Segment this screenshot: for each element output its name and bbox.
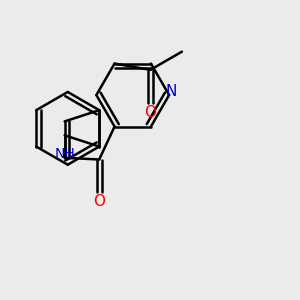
- Text: O: O: [93, 194, 105, 209]
- Text: O: O: [144, 105, 156, 120]
- Text: N: N: [165, 84, 176, 99]
- Text: NH: NH: [54, 147, 75, 160]
